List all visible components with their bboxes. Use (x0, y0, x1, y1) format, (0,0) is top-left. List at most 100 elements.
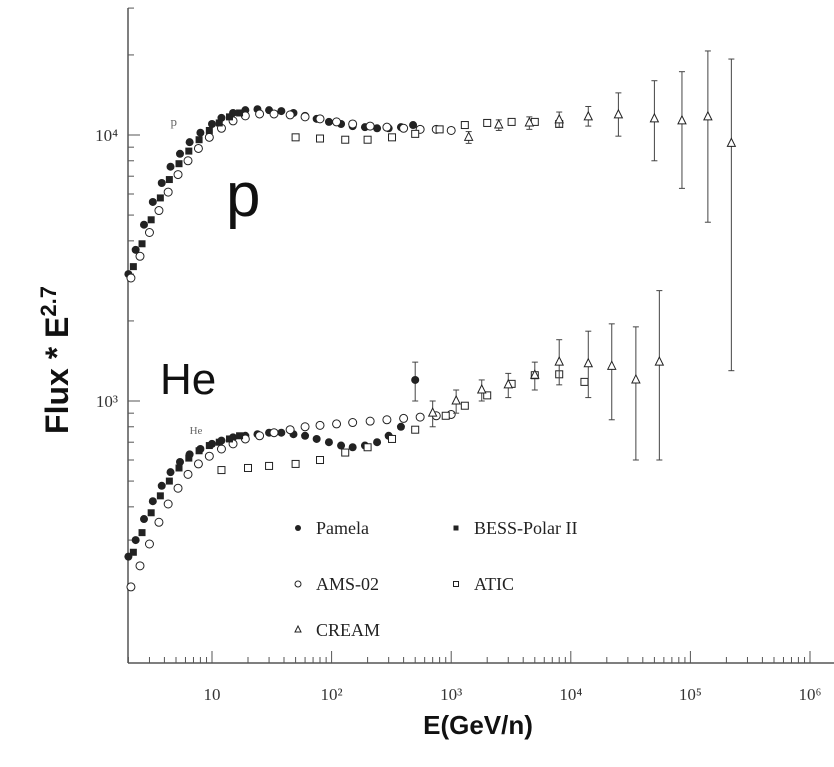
point-pamela-he (277, 428, 286, 437)
point-ams-02-he (332, 419, 342, 429)
point-pamela-he (396, 422, 405, 431)
x-tick-label: 10⁵ (679, 685, 702, 704)
point-bess-polar-ii-p (147, 216, 155, 224)
point-bess-polar-ii-p (175, 160, 183, 168)
legend-marker (453, 581, 459, 587)
point-bess-polar-ii-he (129, 548, 137, 556)
x-tick-label: 10⁴ (559, 685, 582, 704)
point-ams-02-he (255, 431, 265, 441)
legend-label: CREAM (316, 620, 380, 640)
point-pamela-he (312, 434, 321, 443)
point-ams-02-p (183, 156, 193, 166)
point-bess-polar-ii-p (195, 136, 203, 144)
point-cream-he (451, 394, 461, 405)
point-pamela-he (175, 457, 184, 466)
x-tick-label: 10⁶ (799, 685, 822, 704)
point-pamela-p (157, 179, 166, 188)
point-bess-polar-ii-he (156, 492, 164, 500)
point-pamela-p (208, 119, 216, 128)
point-bess-polar-ii-p (129, 263, 137, 271)
point-atic-p (411, 129, 420, 138)
point-bess-polar-ii-p (225, 113, 233, 121)
point-bess-polar-ii-he (185, 454, 193, 462)
point-pamela-he (337, 441, 346, 450)
point-ams-02-he (144, 539, 154, 549)
point-cream-he (654, 356, 665, 366)
point-pamela-he (301, 431, 310, 440)
point-ams-02-he (216, 444, 226, 454)
point-ams-02-p (269, 109, 279, 119)
point-bess-polar-ii-he (225, 435, 233, 443)
annotation-he-large: He (160, 355, 217, 404)
point-atic-p (388, 133, 397, 142)
point-bess-polar-ii-p (156, 194, 164, 202)
legend-label: ATIC (474, 574, 514, 594)
point-ams-02-he (269, 428, 279, 438)
x-axis-title: E(GeV/n) (423, 710, 533, 740)
point-bess-polar-ii-he (215, 438, 223, 446)
legend-marker (294, 624, 302, 633)
point-cream-p (613, 108, 624, 119)
point-ams-02-p (193, 143, 203, 153)
point-ams-02-he (173, 483, 183, 493)
point-cream-p (649, 112, 660, 123)
point-pamela-p (185, 138, 194, 147)
point-ams-02-p (446, 125, 456, 135)
point-bess-polar-ii-p (215, 119, 223, 127)
point-ams-02-p (135, 251, 145, 261)
point-ams-02-he (285, 425, 295, 435)
point-cream-he (631, 373, 641, 384)
point-pamela-he (373, 438, 382, 447)
point-atic-he (341, 448, 350, 457)
point-ams-02-p (399, 123, 409, 133)
y-axis-title-container: Flux * E2.7 (0, 0, 75, 767)
point-pamela-he (166, 468, 175, 477)
point-pamela-he (324, 438, 333, 447)
point-ams-02-p (173, 170, 183, 180)
y-axis-title-power: 2.7 (36, 286, 61, 317)
point-bess-polar-ii-he (165, 477, 173, 485)
legend-marker (295, 525, 301, 531)
point-cream-he (427, 407, 438, 417)
point-bess-polar-ii-he (175, 464, 183, 472)
point-cream-he (606, 360, 617, 370)
point-pamela-p (175, 149, 184, 158)
y-tick-label: 10³ (96, 392, 118, 411)
point-ams-02-p (126, 273, 136, 283)
point-atic-p (363, 135, 372, 144)
legend-marker (453, 525, 459, 531)
point-atic-p (316, 134, 325, 143)
x-tick-label: 10³ (440, 685, 462, 704)
point-ams-02-he (163, 499, 173, 509)
point-pamela-he (131, 536, 140, 545)
point-cream-p (524, 116, 535, 127)
point-pamela-p (139, 220, 148, 229)
point-ams-02-he (365, 416, 375, 426)
point-ams-02-p (348, 119, 358, 129)
point-bess-polar-ii-p (236, 109, 244, 117)
point-pamela-he (139, 515, 148, 524)
legend-marker (294, 580, 302, 588)
point-atic-p (435, 125, 444, 134)
point-pamela-he (157, 481, 166, 490)
point-ams-02-he (399, 413, 409, 423)
point-atic-p (460, 121, 469, 130)
point-cream-p (463, 131, 474, 141)
y-axis-title: Flux * E2.7 (36, 286, 75, 434)
point-bess-polar-ii-he (138, 529, 146, 537)
point-cream-p (726, 137, 737, 147)
point-ams-02-p (300, 112, 310, 122)
point-pamela-he (348, 443, 357, 452)
point-atic-he (244, 463, 253, 472)
point-ams-02-he (135, 561, 145, 571)
point-ams-02-he (154, 517, 164, 527)
x-tick-label: 10 (204, 685, 221, 704)
point-pamela-p (131, 245, 140, 254)
point-ams-02-he (126, 582, 136, 592)
point-atic-he (483, 391, 492, 400)
point-ams-02-p (144, 227, 154, 237)
point-pamela-p (373, 124, 382, 133)
point-bess-polar-ii-he (236, 432, 244, 440)
point-cream-p (493, 118, 504, 129)
